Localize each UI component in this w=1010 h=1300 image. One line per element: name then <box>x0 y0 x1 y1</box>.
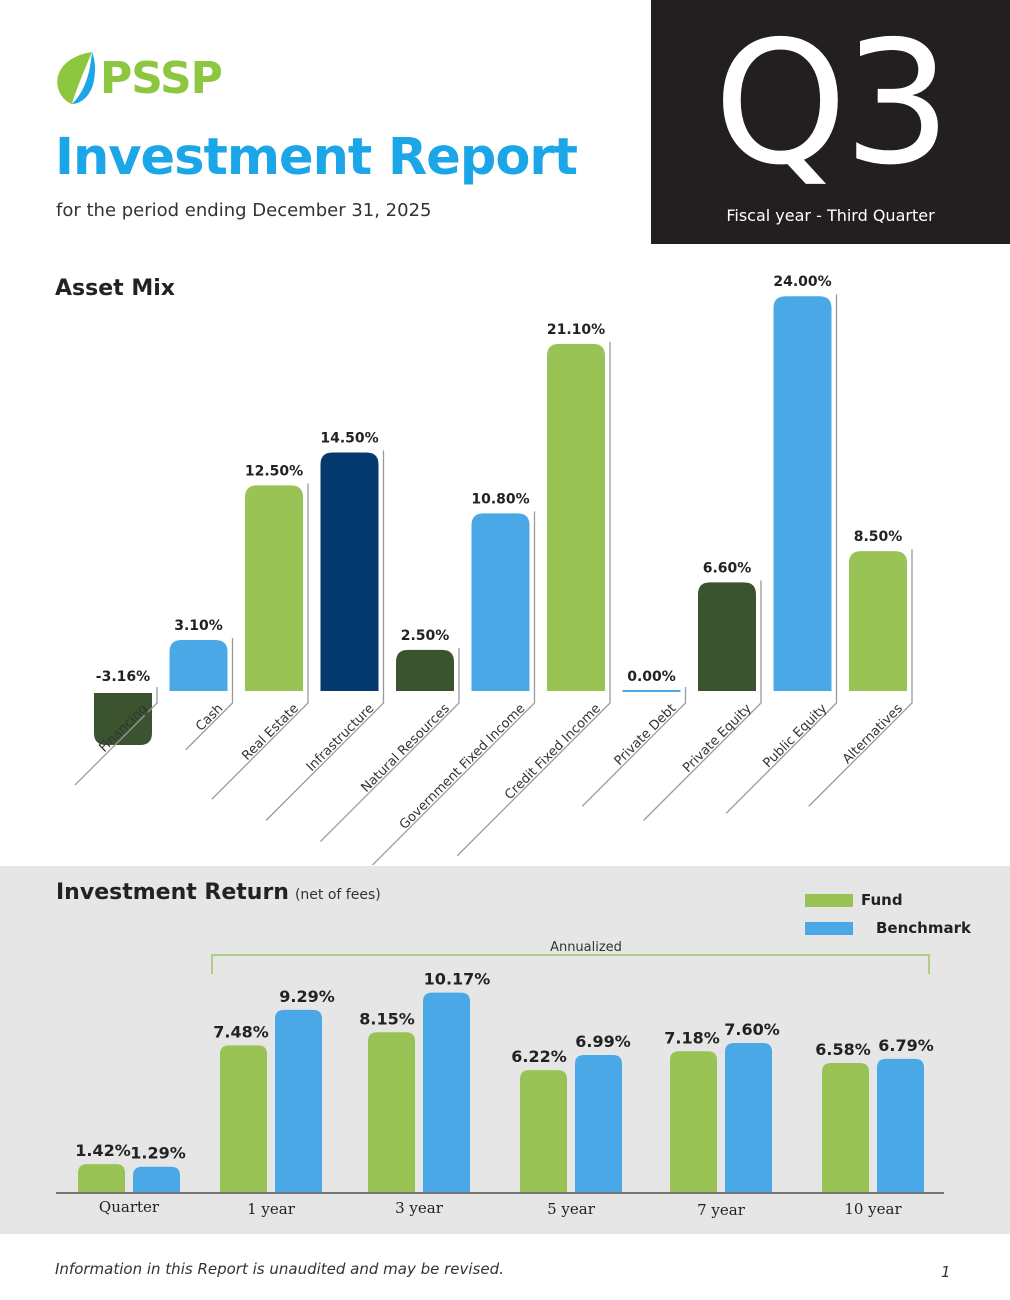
asset-bar <box>471 513 530 691</box>
asset-category-label: Alternatives <box>840 701 906 767</box>
return-bar <box>670 1051 717 1192</box>
asset-category-label: Public Equity <box>761 701 831 771</box>
return-bar <box>368 1032 415 1192</box>
return-bar <box>877 1058 924 1192</box>
asset-category-label: Cash <box>193 701 226 734</box>
footer-disclaimer: Information in this Report is unaudited … <box>55 1260 504 1278</box>
asset-value-label: 21.10% <box>547 322 605 338</box>
asset-value-label: 0.00% <box>627 669 676 685</box>
brand-name: PSSP <box>100 52 223 104</box>
legend-label: Benchmark <box>876 919 972 937</box>
return-value-label: 7.48% <box>213 1022 269 1041</box>
investment-return-note: (net of fees) <box>294 887 381 903</box>
asset-bar <box>320 452 379 691</box>
return-bar <box>822 1063 869 1192</box>
return-value-label: 1.29% <box>130 1144 186 1163</box>
asset-bar <box>773 296 832 691</box>
category-leader-line <box>581 687 687 807</box>
category-leader-line <box>265 450 385 821</box>
asset-value-label: 24.00% <box>773 274 831 290</box>
return-value-label: 10.17% <box>424 970 491 989</box>
brand-logo: PSSP <box>52 50 223 106</box>
return-bar <box>133 1166 180 1192</box>
return-bar <box>520 1070 567 1192</box>
return-bar <box>423 992 470 1192</box>
return-value-label: 1.42% <box>75 1141 131 1160</box>
category-leader-line <box>643 580 762 821</box>
return-category-label: 7 year <box>697 1201 746 1219</box>
legend-swatch <box>805 894 853 907</box>
return-bar <box>275 1009 322 1192</box>
return-value-label: 7.60% <box>724 1020 780 1039</box>
asset-mix-title: Asset Mix <box>55 276 175 301</box>
return-category-label: 3 year <box>395 1199 444 1217</box>
category-leader-line <box>371 511 536 865</box>
asset-bar <box>849 551 907 691</box>
asset-bar <box>547 343 605 691</box>
quarter-caption: Fiscal year - Third Quarter <box>726 206 935 225</box>
category-leader-line <box>319 647 460 843</box>
legend-swatch <box>805 922 853 935</box>
asset-value-label: 8.50% <box>854 529 903 545</box>
quarter-label: Q3 <box>713 5 952 203</box>
return-value-label: 6.99% <box>575 1032 631 1051</box>
quarter-badge: Q3 Fiscal year - Third Quarter <box>651 0 1010 244</box>
asset-value-label: 14.50% <box>320 430 378 446</box>
investment-return-heading: Investment Return (net of fees) <box>56 880 381 905</box>
investment-return-chart: Annualized Fund Benchmark 1.42% 1.29% Quarter… <box>56 891 972 1219</box>
annualized-label: Annualized <box>550 940 622 955</box>
return-category-label: Quarter <box>99 1198 160 1216</box>
return-value-label: 6.22% <box>511 1047 567 1066</box>
return-value-label: 7.18% <box>664 1028 720 1047</box>
asset-bar <box>698 582 756 691</box>
category-leader-line <box>211 483 309 800</box>
asset-value-label: 12.50% <box>245 463 303 479</box>
asset-value-label: 10.80% <box>471 491 529 507</box>
asset-category-label: Private Debt <box>612 701 680 769</box>
report-title: Investment Report <box>55 128 578 187</box>
report-period: for the period ending December 31, 2025 <box>56 200 432 221</box>
return-category-label: 5 year <box>547 1200 596 1218</box>
investment-return-panel: Investment Return (net of fees) Annualize… <box>0 866 1010 1234</box>
asset-value-label: -3.16% <box>96 669 150 685</box>
return-category-label: 10 year <box>844 1200 902 1218</box>
category-leader-line <box>185 638 234 751</box>
category-leader-line <box>808 549 913 807</box>
return-bar <box>220 1045 267 1192</box>
return-value-label: 9.29% <box>279 987 335 1006</box>
asset-category-label: Government Fixed Income <box>397 701 528 832</box>
leaf-icon <box>57 52 96 104</box>
asset-category-label: Infrastructure <box>304 701 378 775</box>
page-number: 1 <box>941 1263 951 1281</box>
return-value-label: 6.79% <box>878 1036 934 1055</box>
asset-bar <box>396 649 454 691</box>
category-leader-line <box>74 687 158 786</box>
return-bar <box>725 1043 772 1192</box>
return-bar <box>575 1054 622 1192</box>
return-value-label: 8.15% <box>359 1009 415 1028</box>
category-leader-line <box>725 294 838 814</box>
annualized-bracket <box>211 954 930 974</box>
investment-return-title: Investment Return <box>56 880 289 905</box>
category-leader-line <box>456 341 611 857</box>
asset-bar <box>245 485 303 691</box>
asset-category-label: Private Equity <box>680 701 755 776</box>
asset-value-label: 3.10% <box>174 618 223 634</box>
asset-value-label: 6.60% <box>703 560 752 576</box>
return-category-label: 1 year <box>247 1200 296 1218</box>
asset-bar <box>169 640 228 691</box>
asset-value-label: 2.50% <box>401 628 450 644</box>
legend-label: Fund <box>861 891 903 909</box>
return-value-label: 6.58% <box>815 1040 871 1059</box>
asset-bar <box>94 693 152 745</box>
asset-category-label: Real Estate <box>239 701 301 763</box>
return-bar <box>78 1164 125 1192</box>
